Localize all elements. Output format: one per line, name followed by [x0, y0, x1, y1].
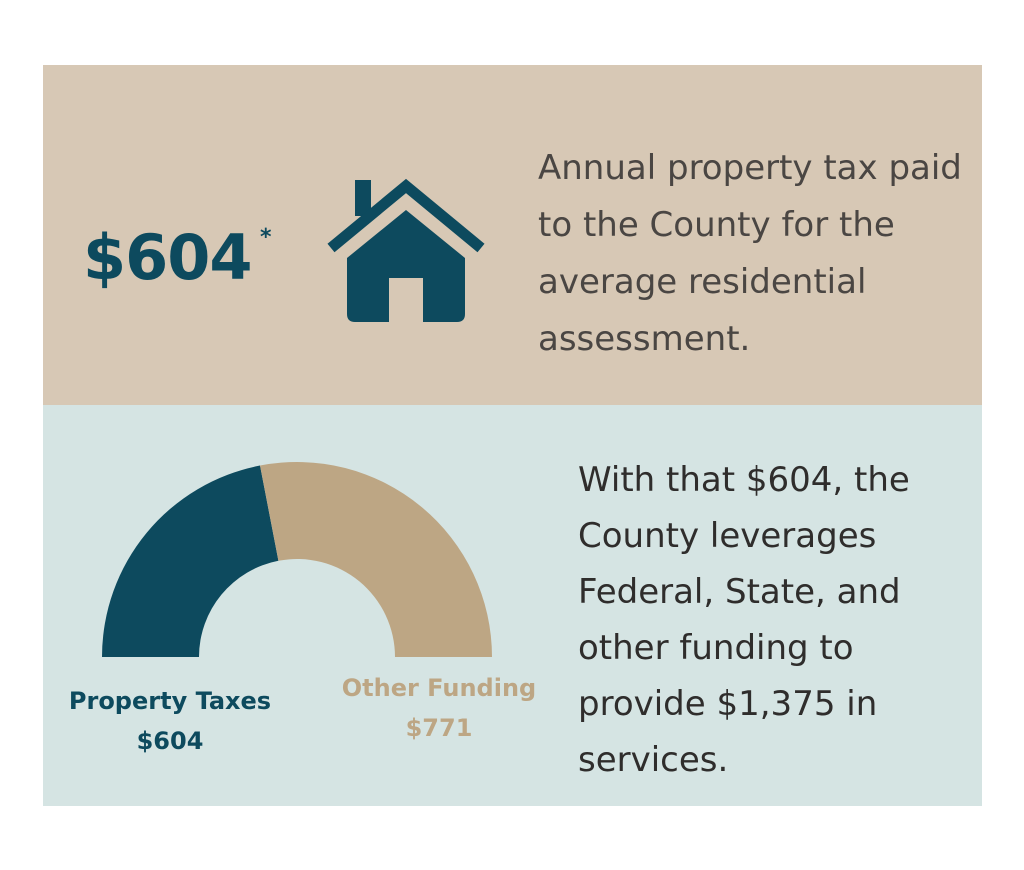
- donut-slice-property-taxes: [102, 465, 279, 657]
- property-taxes-label: Property Taxes: [68, 687, 272, 715]
- top-panel: [43, 65, 982, 405]
- other-funding-legend: Other Funding $771: [330, 668, 548, 748]
- half-donut-chart: [102, 462, 492, 657]
- other-funding-value: $771: [405, 714, 473, 742]
- other-funding-label: Other Funding: [341, 674, 537, 702]
- property-taxes-value: $604: [136, 727, 204, 755]
- footnote-asterisk: *: [260, 225, 272, 250]
- property-tax-description: Annual property tax paid to the County f…: [538, 148, 962, 359]
- donut-slice-other-funding: [260, 462, 492, 657]
- property-taxes-legend: Property Taxes $604: [59, 681, 281, 761]
- house-icon: [327, 178, 485, 322]
- leverage-description: With that $604, the County leverages Fed…: [578, 460, 910, 780]
- tax-amount: $604: [83, 221, 253, 294]
